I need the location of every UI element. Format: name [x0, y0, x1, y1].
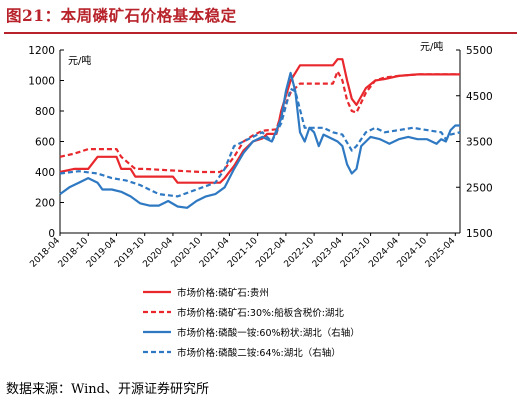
series-line-3	[59, 71, 460, 209]
left-unit-label: 元/吨	[68, 54, 91, 67]
series-line-2	[59, 70, 460, 174]
x-tick-label: 2022-10	[283, 236, 317, 270]
left-tick-label: 0	[48, 228, 55, 240]
left-tick-label: 200	[35, 198, 55, 210]
left-axis-ticks: 0 200 400 600 800 1000 1200	[28, 45, 64, 240]
x-tick-label: 2025-04	[424, 236, 458, 270]
right-tick-label: 2500	[466, 182, 493, 194]
figure-title: 图21：本周磷矿石价格基本稳定	[6, 6, 237, 25]
left-tick-label: 1000	[28, 76, 55, 88]
legend-label-2: 市场价格:磷矿石:30%:船板含税价:湖北	[177, 307, 344, 319]
x-tick-label: 2021-04	[198, 236, 232, 270]
left-tick-label: 1200	[28, 45, 55, 57]
series-layer	[59, 58, 461, 209]
x-tick-label: 2024-10	[396, 236, 430, 270]
series-line-4	[59, 87, 461, 198]
data-source: 数据来源：Wind、开源证券研究所	[6, 382, 209, 397]
right-unit-label: 元/吨	[420, 40, 443, 53]
series-line-1	[59, 58, 460, 184]
right-tick-label: 4500	[466, 91, 493, 103]
x-tick-label: 2020-10	[170, 236, 204, 270]
right-tick-label: 1500	[466, 228, 493, 240]
right-tick-label: 5500	[466, 45, 493, 57]
plot-frame	[59, 50, 461, 234]
right-axis-ticks: 1500 2500 3500 4500 5500	[456, 45, 493, 240]
x-axis-ticks: 2018-042018-102019-042019-102020-042020-…	[28, 233, 458, 270]
legend-label-4: 市场价格:磷酸二铵:64%:湖北（右轴）	[177, 347, 341, 359]
title-divider	[4, 32, 517, 34]
x-tick-label: 2023-10	[339, 236, 373, 270]
x-tick-label: 2019-04	[85, 236, 119, 270]
right-tick-label: 3500	[466, 137, 493, 149]
x-tick-label: 2020-04	[141, 236, 175, 270]
left-tick-label: 400	[35, 167, 55, 179]
x-tick-label: 2024-04	[367, 236, 401, 270]
x-tick-label: 2021-10	[226, 236, 260, 270]
left-tick-label: 800	[35, 106, 55, 118]
x-tick-label: 2023-04	[311, 236, 345, 270]
chart: 元/吨 元/吨 0 200 400 600 800 1000 1200 1500 2500 35…	[28, 40, 493, 359]
legend: 市场价格:磷矿石:贵州市场价格:磷矿石:30%:船板含税价:湖北市场价格:磷酸一…	[143, 287, 360, 359]
left-tick-label: 600	[35, 137, 55, 149]
legend-label-3: 市场价格:磷酸一铵:60%粉状:湖北（右轴）	[177, 327, 360, 339]
x-tick-label: 2022-04	[254, 236, 288, 270]
x-tick-label: 2019-10	[113, 236, 147, 270]
legend-label-1: 市场价格:磷矿石:贵州	[177, 287, 269, 299]
x-tick-label: 2018-10	[57, 236, 91, 270]
x-tick-label: 2018-04	[28, 236, 62, 270]
